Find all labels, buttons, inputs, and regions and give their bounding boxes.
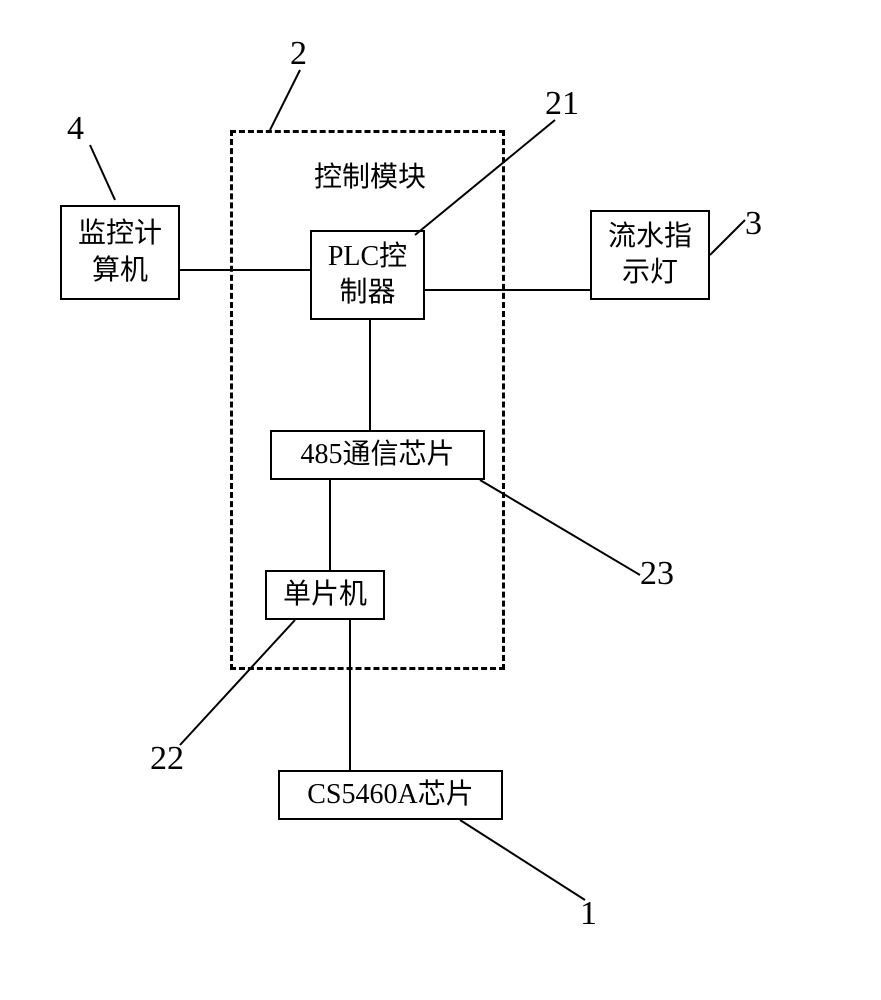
monitor-computer-node: 监控计 算机 [60,205,180,300]
callout-label-4: 4 [67,110,84,148]
callout-label-1: 1 [580,895,597,933]
control-module-title: 控制模块 [290,155,450,190]
callout-label-2: 2 [290,35,307,73]
mcu-node: 单片机 [265,570,385,620]
comm-chip-node: 485通信芯片 [270,430,485,480]
cs5460a-node: CS5460A芯片 [278,770,503,820]
callout-label-22: 22 [150,740,184,778]
indicator-light-node: 流水指 示灯 [590,210,710,300]
callout-label-21: 21 [545,85,579,123]
plc-controller-node: PLC控 制器 [310,230,425,320]
callout-label-3: 3 [745,205,762,243]
callout-label-23: 23 [640,555,674,593]
diagram-canvas: 控制模块 监控计 算机 PLC控 制器 流水指 示灯 485通信芯片 单片机 C… [0,0,881,1000]
